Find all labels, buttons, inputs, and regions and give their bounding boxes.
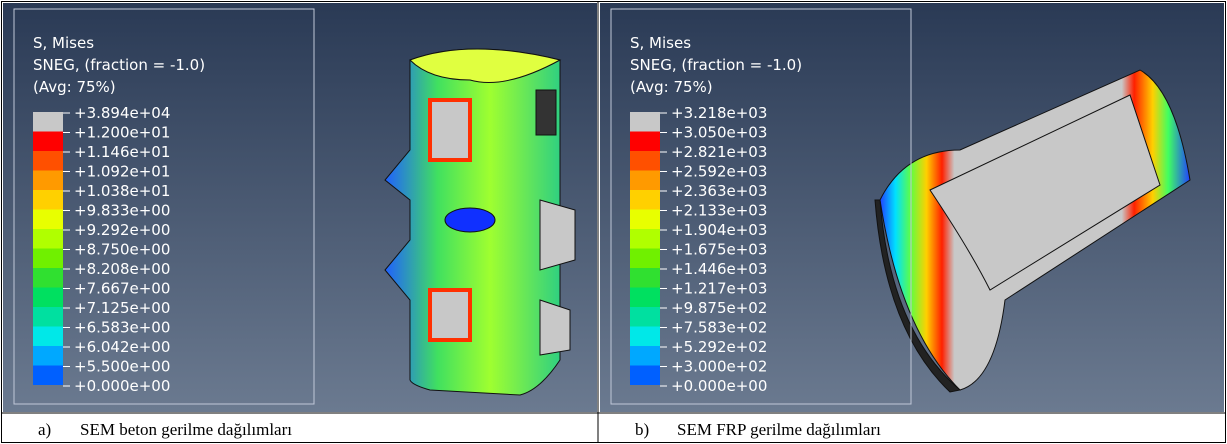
legend-swatch: [630, 190, 660, 210]
legend-swatch: [33, 249, 63, 269]
legend-label: +6.042e+00: [74, 338, 170, 356]
caption-text: SEM FRP gerilme dağılımları: [677, 420, 881, 439]
legend-swatch: [33, 268, 63, 288]
legend-swatch: [33, 190, 63, 210]
legend-title: S, Mises: [630, 34, 691, 52]
legend-swatch: [630, 346, 660, 366]
legend-swatch: [33, 229, 63, 249]
legend-label: +7.667e+00: [74, 280, 170, 298]
figure: S, Mises SNEG, (fraction = -1.0) (Avg: 75%…: [0, 0, 1227, 444]
legend-label: +1.146e+01: [74, 143, 170, 161]
legend-label: +1.038e+01: [74, 182, 170, 200]
legend-title: SNEG, (fraction = -1.0): [630, 56, 802, 74]
caption-marker: b): [635, 420, 649, 439]
legend-swatch: [630, 151, 660, 171]
legend-swatch: [630, 307, 660, 327]
legend-label: +1.904e+03: [671, 221, 767, 239]
legend-swatch: [630, 132, 660, 152]
legend-label: +6.583e+00: [74, 319, 170, 337]
legend-label: +2.133e+03: [671, 202, 767, 220]
legend-swatch: [630, 366, 660, 386]
legend-label: +3.000e+02: [671, 358, 767, 376]
legend-label: +2.821e+03: [671, 143, 767, 161]
legend-label: +9.875e+02: [671, 299, 767, 317]
legend-label: +8.750e+00: [74, 241, 170, 259]
legend-label: +5.292e+02: [671, 338, 767, 356]
legend-label: +3.894e+04: [74, 104, 170, 122]
legend-swatch: [33, 132, 63, 152]
legend-label: +7.583e+02: [671, 319, 767, 337]
legend-swatch: [630, 171, 660, 191]
caption-marker: a): [38, 420, 51, 439]
legend-label: +2.592e+03: [671, 163, 767, 181]
concrete-model: [385, 49, 575, 395]
legend-swatch: [630, 112, 660, 132]
legend-swatch: [630, 268, 660, 288]
legend-label: +7.125e+00: [74, 299, 170, 317]
legend-swatch: [630, 288, 660, 308]
legend-label: +1.200e+01: [74, 124, 170, 142]
legend-swatch: [33, 327, 63, 347]
legend-title: SNEG, (fraction = -1.0): [33, 56, 205, 74]
legend-title: (Avg: 75%): [33, 78, 116, 96]
legend-label: +0.000e+00: [74, 377, 170, 395]
legend-label: +1.217e+03: [671, 280, 767, 298]
legend-title: S, Mises: [33, 34, 94, 52]
legend-swatch: [33, 210, 63, 230]
legend-swatch: [33, 346, 63, 366]
legend-label: +8.208e+00: [74, 260, 170, 278]
legend-label: +9.833e+00: [74, 202, 170, 220]
legend-swatch: [33, 171, 63, 191]
caption-text: SEM beton gerilme dağılımları: [80, 420, 292, 439]
legend-label: +3.050e+03: [671, 124, 767, 142]
legend-label: +1.675e+03: [671, 241, 767, 259]
legend-swatch: [630, 249, 660, 269]
legend-label: +1.446e+03: [671, 260, 767, 278]
legend-swatch: [33, 288, 63, 308]
legend-label: +3.218e+03: [671, 104, 767, 122]
legend-swatch: [33, 151, 63, 171]
legend-swatch: [33, 112, 63, 132]
legend-label: +2.363e+03: [671, 182, 767, 200]
legend-swatch: [33, 366, 63, 386]
legend-label: +5.500e+00: [74, 358, 170, 376]
legend-swatch: [33, 307, 63, 327]
legend-swatch: [630, 229, 660, 249]
legend-title: (Avg: 75%): [630, 78, 713, 96]
legend-label: +9.292e+00: [74, 221, 170, 239]
legend-label: +0.000e+00: [671, 377, 767, 395]
legend-swatch: [630, 327, 660, 347]
legend-label: +1.092e+01: [74, 163, 170, 181]
legend-swatch: [630, 210, 660, 230]
